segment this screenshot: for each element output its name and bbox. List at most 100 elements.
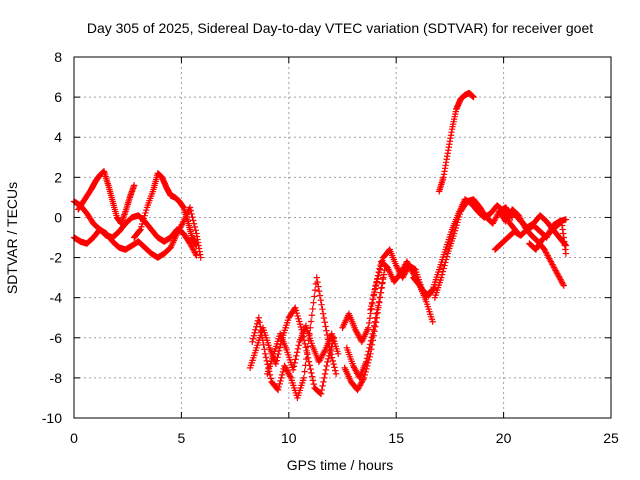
data-point [363,355,371,362]
data-point [562,216,570,223]
y-tick-label: -6 [50,330,63,346]
data-point [267,375,275,382]
data-point [450,230,458,237]
data-point [428,287,436,294]
data-point [316,292,324,299]
y-tick-label: 0 [54,209,62,225]
data-point [455,216,462,223]
data-point [368,334,375,341]
data-point [328,351,335,358]
data-point [429,318,436,325]
chart-title: Day 305 of 2025, Sidereal Day-to-day VTE… [87,20,593,36]
data-point [378,284,385,292]
data-point [261,350,269,358]
data-point [330,360,337,368]
data-point [141,212,148,219]
data-point [307,365,314,373]
data-point [187,207,194,214]
data-point [371,318,379,325]
data-point [365,348,372,355]
data-point [323,327,330,334]
series-sat-j [343,262,389,382]
y-tick-label: -4 [50,290,63,306]
data-point [359,376,367,383]
series-sat-c [75,168,138,227]
data-point [379,280,386,287]
data-point [323,331,331,339]
x-tick-label: 0 [70,430,78,446]
data-point [293,352,300,360]
data-point [189,213,196,221]
data-point [451,227,459,234]
data-point [372,285,379,292]
data-point [369,330,376,337]
series-sat-g [264,322,342,378]
data-point [325,355,332,363]
data-point [379,275,387,283]
axis-ticks: 0 5 10 15 20 25 -10 -8 -6 -4 -2 0 2 4 6 8 [42,49,619,446]
data-point [130,182,138,189]
data-point [319,305,326,313]
data-point [186,204,194,211]
data-point [273,357,280,364]
x-tick-label: 20 [496,430,512,446]
data-point [292,304,299,311]
data-point [378,260,385,267]
data-point [320,314,328,322]
y-tick-label: 6 [54,89,62,105]
data-point [376,266,384,273]
data-point [138,223,145,230]
data-point [289,366,297,374]
data-point [286,373,294,380]
data-point [191,223,199,231]
data-point [373,278,381,285]
series-sat-d [130,170,200,249]
data-point [310,380,317,388]
data-point [370,326,377,333]
data-point [303,349,311,357]
data-point [324,358,331,366]
data-point [272,360,280,368]
data-point [254,317,262,324]
data-point [295,342,302,349]
data-point [292,356,299,363]
data-point [367,337,375,344]
series-sat-h [339,258,436,345]
data-point [372,281,380,289]
data-points [70,89,570,402]
data-point [380,271,388,278]
data-point [455,213,463,221]
data-point [310,299,317,306]
data-point [364,351,371,359]
y-tick-label: 2 [54,169,62,185]
data-point [309,377,317,384]
y-tick-label: 8 [54,49,62,65]
data-point [470,93,477,101]
data-point [456,210,464,218]
data-point [311,293,318,300]
data-point [559,280,567,288]
data-point [259,337,266,344]
data-point [441,262,448,269]
data-point [318,301,325,308]
data-point [315,287,323,295]
data-point [369,295,377,303]
data-point [327,347,334,355]
data-point [308,369,315,377]
data-point [335,350,342,358]
data-point [308,312,316,319]
data-point [278,374,285,382]
data-point [317,296,324,304]
data-point [453,222,460,229]
data-point [311,286,319,294]
data-point [193,242,200,249]
data-point [321,374,328,382]
y-axis-label: SDTVAR / TECUs [4,182,20,294]
plot-frame [73,56,612,419]
data-point [319,310,327,317]
data-point [276,380,283,388]
data-point [321,319,328,326]
data-point [370,322,378,329]
data-point [257,328,265,335]
